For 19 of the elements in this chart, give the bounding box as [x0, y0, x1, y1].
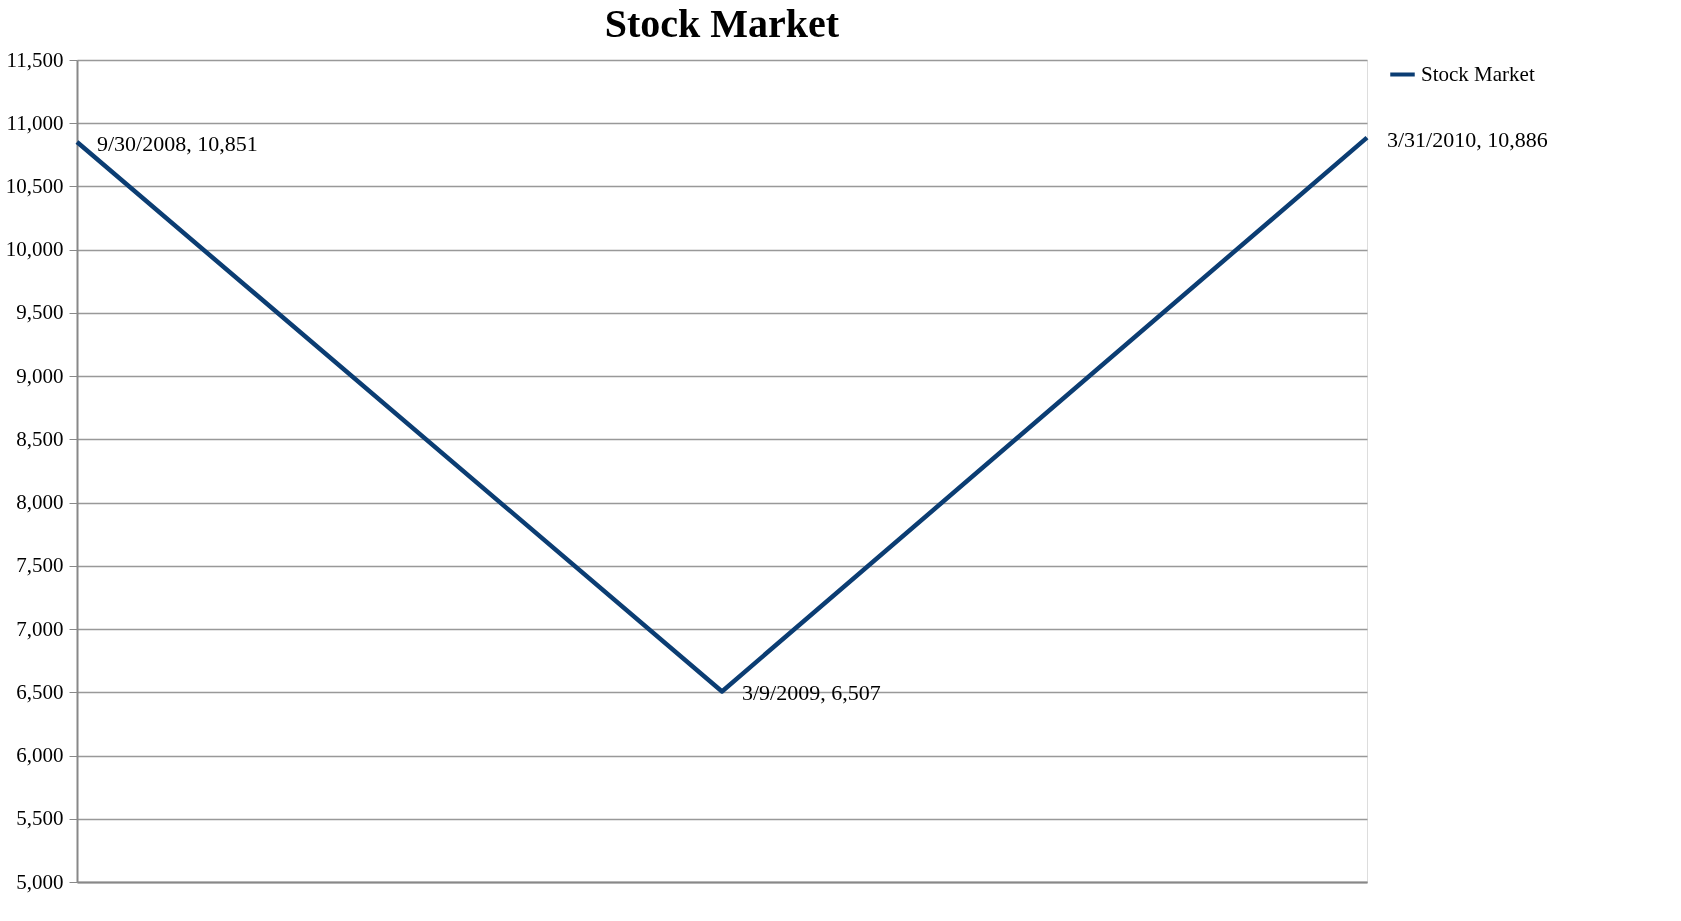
y-tick-label: 10,000: [5, 237, 64, 262]
y-tick-label: 5,000: [16, 869, 64, 894]
y-tick-label: 5,500: [16, 806, 64, 831]
chart-title: Stock Market: [604, 1, 840, 46]
y-tick-label: 9,000: [16, 363, 64, 388]
y-tick-label: 9,500: [16, 300, 64, 325]
y-tick-label: 7,500: [16, 553, 64, 578]
y-tick-label: 11,000: [6, 110, 64, 135]
y-tick-label: 7,000: [16, 616, 64, 641]
data-label: 9/30/2008, 10,851: [97, 131, 258, 157]
legend-label: Stock Market: [1421, 61, 1535, 86]
y-tick-label: 8,500: [16, 426, 64, 451]
y-tick-label: 6,500: [16, 679, 64, 704]
data-label: 3/31/2010, 10,886: [1387, 126, 1548, 152]
y-tick-label: 10,500: [5, 173, 64, 198]
y-tick-label: 6,000: [16, 743, 64, 768]
data-label: 3/9/2009, 6,507: [742, 680, 881, 706]
y-tick-label: 8,000: [16, 490, 64, 515]
y-tick-label: 11,500: [6, 47, 64, 72]
